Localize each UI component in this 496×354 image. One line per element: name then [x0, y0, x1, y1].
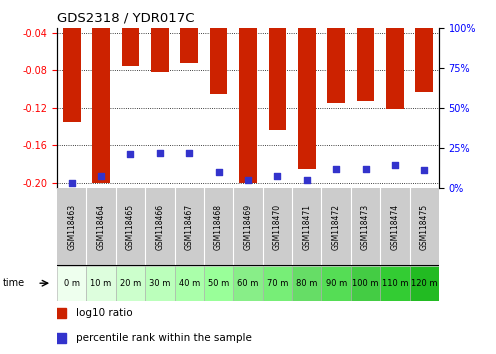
Text: 80 m: 80 m — [296, 279, 317, 288]
Text: 110 m: 110 m — [381, 279, 408, 288]
Bar — [204, 266, 233, 301]
Text: 50 m: 50 m — [208, 279, 229, 288]
Text: 90 m: 90 m — [325, 279, 347, 288]
Bar — [239, 28, 257, 183]
Text: GDS2318 / YDR017C: GDS2318 / YDR017C — [57, 12, 194, 25]
Bar — [145, 266, 175, 301]
Text: GSM118469: GSM118469 — [244, 204, 252, 250]
Point — [186, 150, 193, 155]
Bar — [380, 266, 410, 301]
Bar — [416, 28, 433, 92]
Text: GSM118473: GSM118473 — [361, 204, 370, 250]
Text: GSM118463: GSM118463 — [67, 204, 76, 250]
Bar — [292, 266, 321, 301]
Bar — [263, 266, 292, 301]
Text: 120 m: 120 m — [411, 279, 437, 288]
Text: 0 m: 0 m — [63, 279, 80, 288]
Bar — [210, 28, 228, 94]
Bar — [122, 28, 139, 66]
Text: 10 m: 10 m — [90, 279, 112, 288]
Text: GSM118470: GSM118470 — [273, 204, 282, 250]
Point — [68, 180, 76, 186]
Bar — [86, 266, 116, 301]
Text: GSM118471: GSM118471 — [302, 204, 311, 250]
Bar — [181, 28, 198, 63]
Point — [126, 152, 134, 157]
Bar — [268, 28, 286, 130]
Point — [332, 166, 340, 171]
Bar — [327, 28, 345, 103]
Text: GSM118467: GSM118467 — [185, 204, 194, 250]
Text: time: time — [2, 278, 25, 288]
Text: GSM118475: GSM118475 — [420, 204, 429, 250]
Bar — [151, 28, 169, 72]
Text: percentile rank within the sample: percentile rank within the sample — [76, 333, 252, 343]
Text: GSM118466: GSM118466 — [155, 204, 164, 250]
Point — [273, 174, 281, 179]
Point — [303, 177, 310, 183]
Text: GSM118464: GSM118464 — [97, 204, 106, 250]
Text: 100 m: 100 m — [352, 279, 379, 288]
Point — [391, 162, 399, 168]
Text: log10 ratio: log10 ratio — [76, 308, 133, 318]
Bar — [233, 266, 263, 301]
Text: 20 m: 20 m — [120, 279, 141, 288]
Bar — [410, 266, 439, 301]
Text: 40 m: 40 m — [179, 279, 200, 288]
Bar — [175, 266, 204, 301]
Text: GSM118472: GSM118472 — [332, 204, 341, 250]
Text: 30 m: 30 m — [149, 279, 171, 288]
Point — [156, 150, 164, 155]
Bar — [351, 266, 380, 301]
Text: GSM118474: GSM118474 — [390, 204, 399, 250]
Point — [244, 177, 252, 183]
Bar — [116, 266, 145, 301]
Bar — [92, 28, 110, 183]
Bar — [298, 28, 315, 169]
Bar — [63, 28, 80, 122]
Point — [215, 169, 223, 175]
Text: 60 m: 60 m — [237, 279, 259, 288]
Point — [362, 166, 370, 171]
Text: GSM118468: GSM118468 — [214, 204, 223, 250]
Bar — [321, 266, 351, 301]
Text: 70 m: 70 m — [267, 279, 288, 288]
Bar — [386, 28, 404, 109]
Point — [420, 167, 428, 173]
Text: GSM118465: GSM118465 — [126, 204, 135, 250]
Point — [97, 174, 105, 179]
Bar — [57, 266, 86, 301]
Bar — [357, 28, 374, 101]
